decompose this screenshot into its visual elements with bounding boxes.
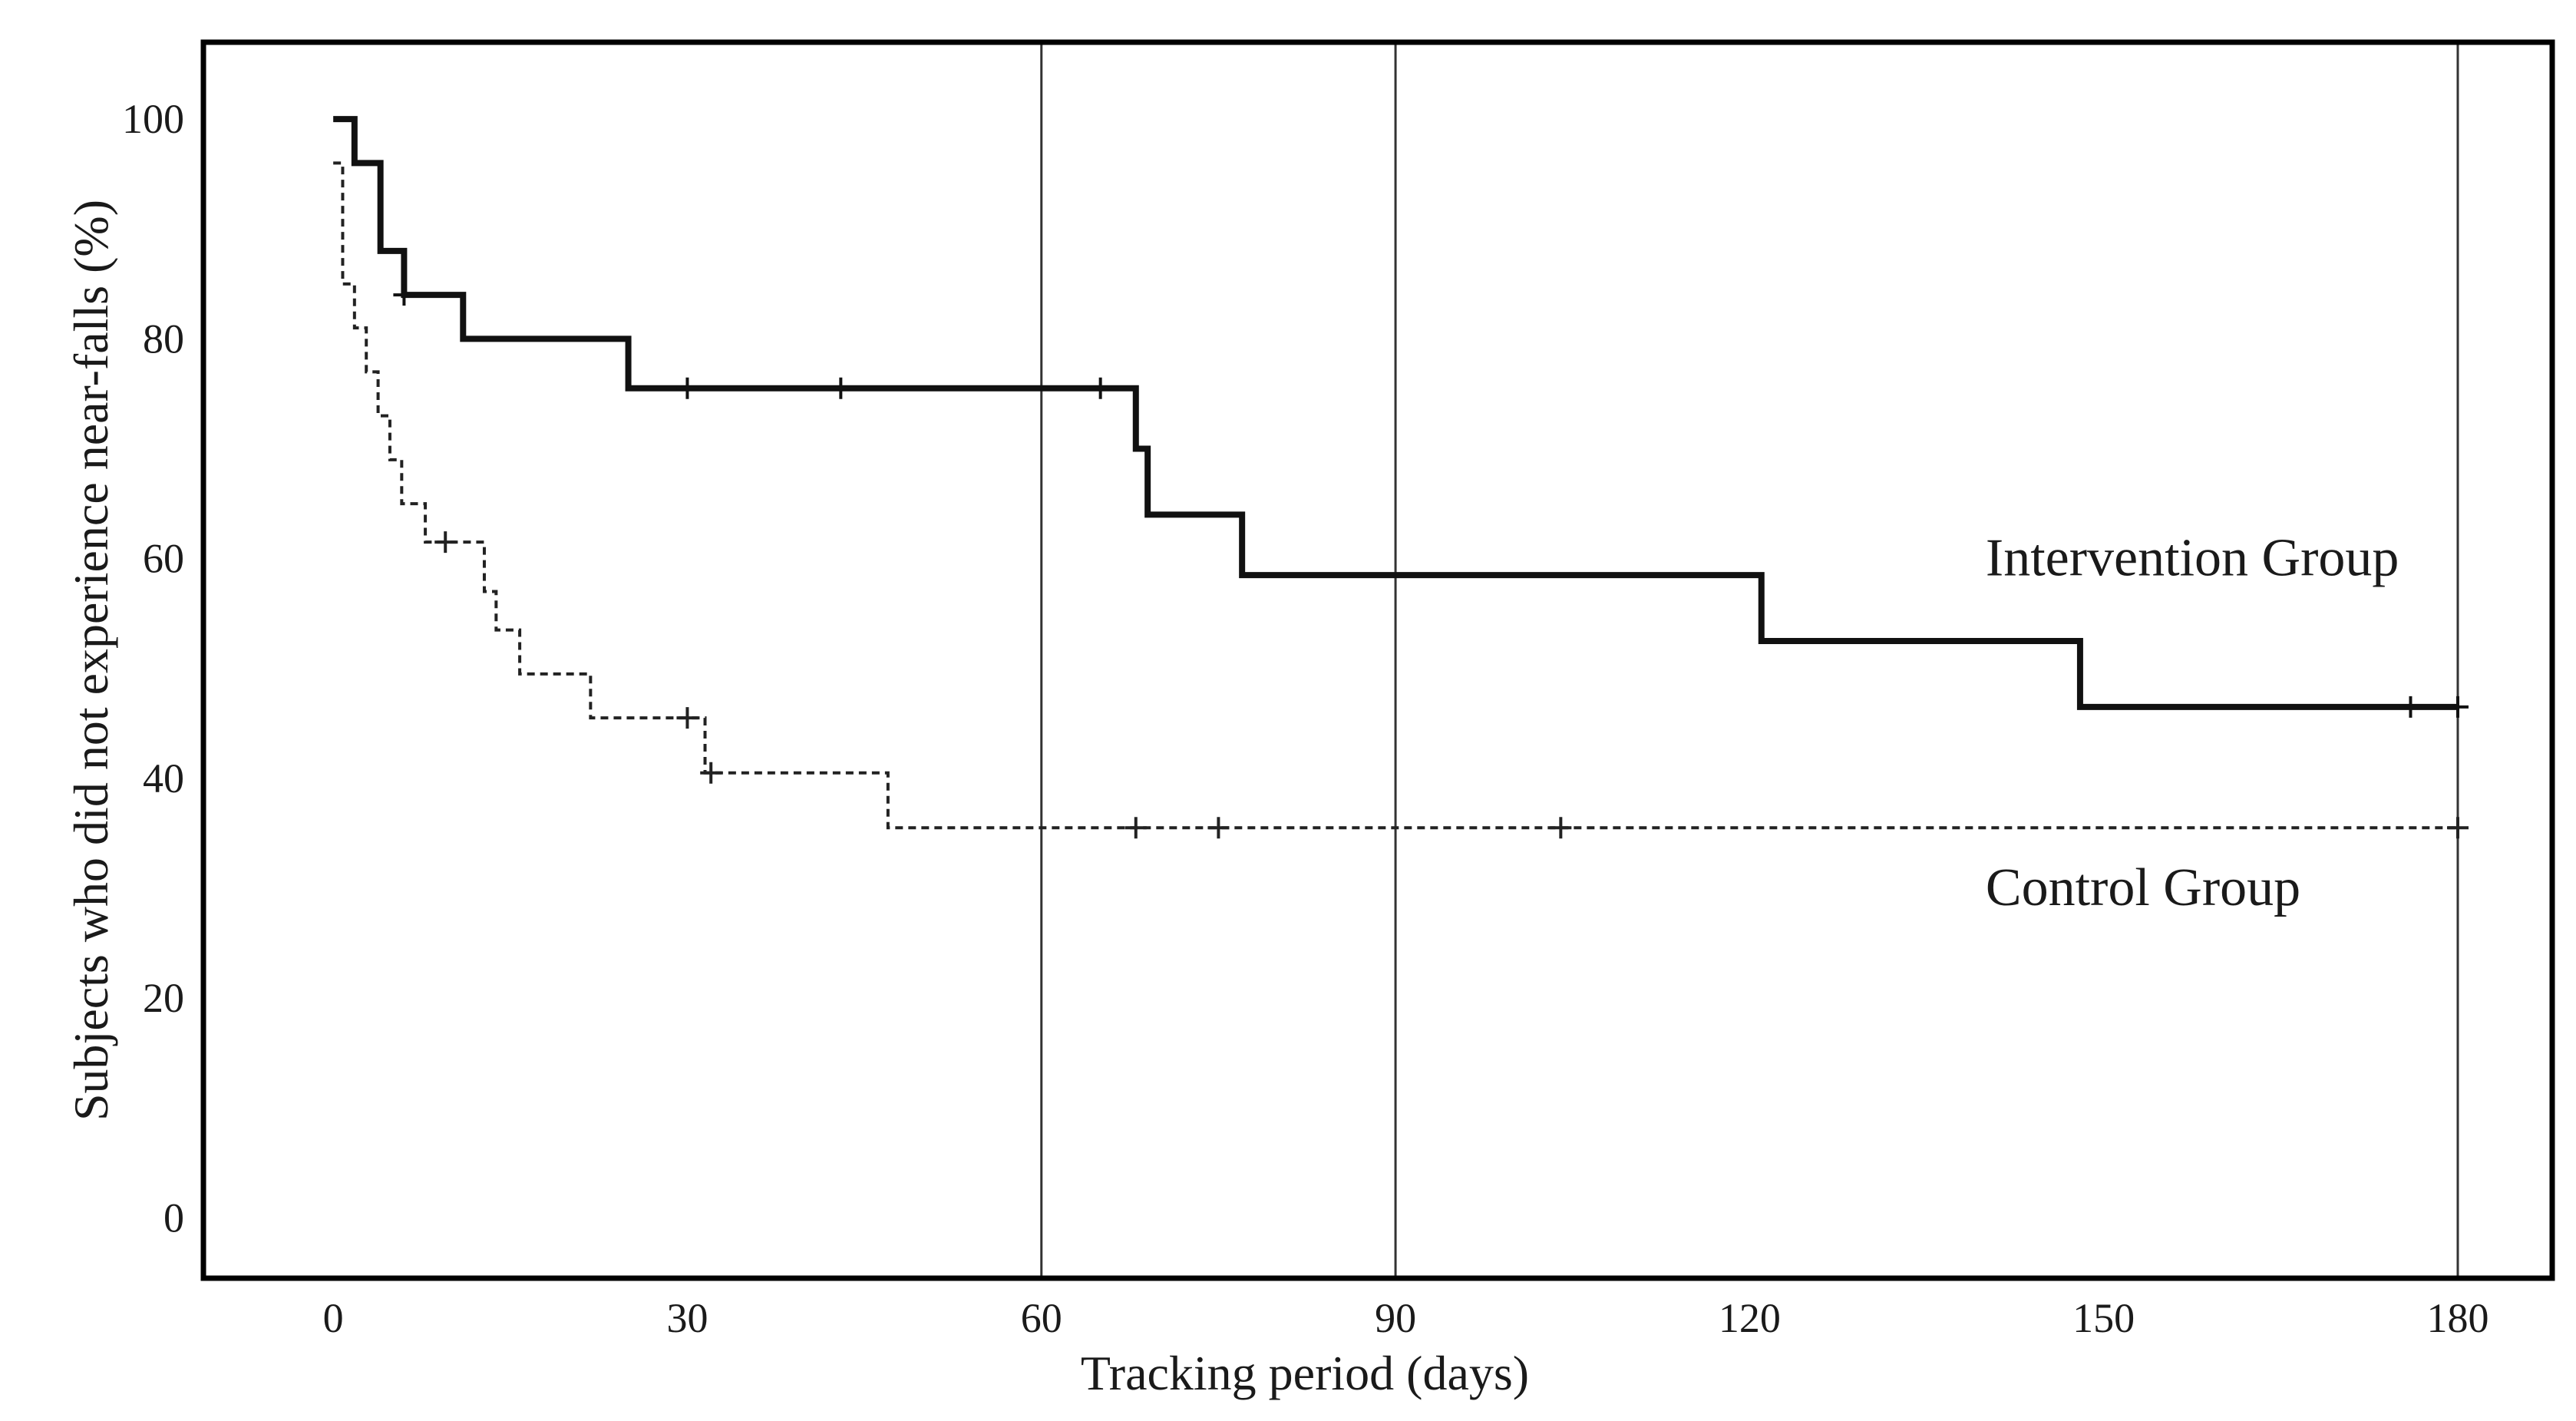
x-tick-label: 150 (2072, 1295, 2135, 1341)
y-tick-label: 100 (122, 96, 184, 142)
censor-mark-intervention-group (2446, 696, 2469, 718)
censor-mark-intervention-group (676, 377, 698, 399)
x-axis-label: Tracking period (days) (1081, 1346, 1529, 1400)
series-line-intervention-group (333, 116, 2458, 710)
reference-lines (1040, 42, 2459, 1278)
y-tick-label: 60 (143, 536, 184, 582)
censor-marks-layer (393, 284, 2469, 839)
censor-mark-control-group (676, 707, 698, 729)
censor-mark-control-group (434, 531, 457, 554)
x-tick-label: 30 (666, 1295, 708, 1341)
censor-mark-control-group (1207, 817, 1230, 839)
censor-mark-intervention-group (1089, 377, 1111, 399)
y-tick-label: 80 (143, 316, 184, 362)
series-label-intervention-group: Intervention Group (1986, 529, 2399, 588)
x-tick-label: 90 (1375, 1295, 1416, 1341)
axis-ticks-layer: 0 30 60 90 120 150 180 0 20 40 60 80 100 (122, 96, 2488, 1341)
censor-mark-intervention-group (393, 284, 415, 306)
censor-mark-intervention-group (830, 377, 852, 399)
y-tick-label: 20 (143, 975, 184, 1021)
x-tick-label: 60 (1021, 1295, 1062, 1341)
series-labels-layer: Intervention Group Control Group (1986, 529, 2399, 917)
censor-mark-intervention-group (2399, 696, 2422, 718)
series-label-control-group: Control Group (1986, 858, 2300, 917)
censor-mark-control-group (1550, 817, 1572, 839)
y-axis-label: Subjects who did not experience near-fal… (64, 200, 118, 1121)
plot-frame (200, 39, 2555, 1281)
x-tick-label: 180 (2426, 1295, 2488, 1341)
x-tick-label: 120 (1719, 1295, 1781, 1341)
x-tick-label: 0 (323, 1295, 344, 1341)
y-tick-label: 40 (143, 755, 184, 801)
censor-mark-control-group (2446, 817, 2469, 839)
series-layer (333, 116, 2458, 830)
censor-mark-control-group (700, 762, 722, 784)
y-tick-label: 0 (163, 1195, 184, 1241)
censor-mark-control-group (1125, 817, 1147, 839)
